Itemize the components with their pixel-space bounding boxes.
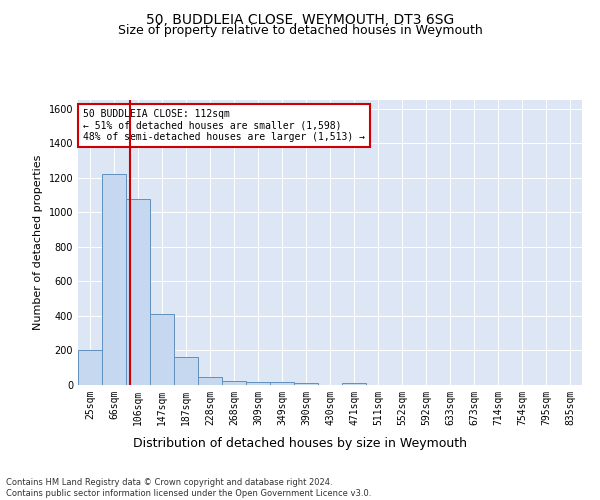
Bar xyxy=(246,382,270,385)
Bar xyxy=(198,377,222,385)
Bar xyxy=(102,174,126,385)
Y-axis label: Number of detached properties: Number of detached properties xyxy=(33,155,43,330)
Bar xyxy=(174,358,198,385)
Text: Size of property relative to detached houses in Weymouth: Size of property relative to detached ho… xyxy=(118,24,482,37)
Text: 50, BUDDLEIA CLOSE, WEYMOUTH, DT3 6SG: 50, BUDDLEIA CLOSE, WEYMOUTH, DT3 6SG xyxy=(146,12,454,26)
Bar xyxy=(342,384,366,385)
Bar xyxy=(150,314,174,385)
Bar xyxy=(222,380,246,385)
Text: 50 BUDDLEIA CLOSE: 112sqm
← 51% of detached houses are smaller (1,598)
48% of se: 50 BUDDLEIA CLOSE: 112sqm ← 51% of detac… xyxy=(83,108,365,142)
Bar xyxy=(294,383,318,385)
Bar xyxy=(78,350,102,385)
Bar xyxy=(126,200,150,385)
Text: Contains HM Land Registry data © Crown copyright and database right 2024.
Contai: Contains HM Land Registry data © Crown c… xyxy=(6,478,371,498)
Bar xyxy=(270,382,294,385)
Text: Distribution of detached houses by size in Weymouth: Distribution of detached houses by size … xyxy=(133,438,467,450)
